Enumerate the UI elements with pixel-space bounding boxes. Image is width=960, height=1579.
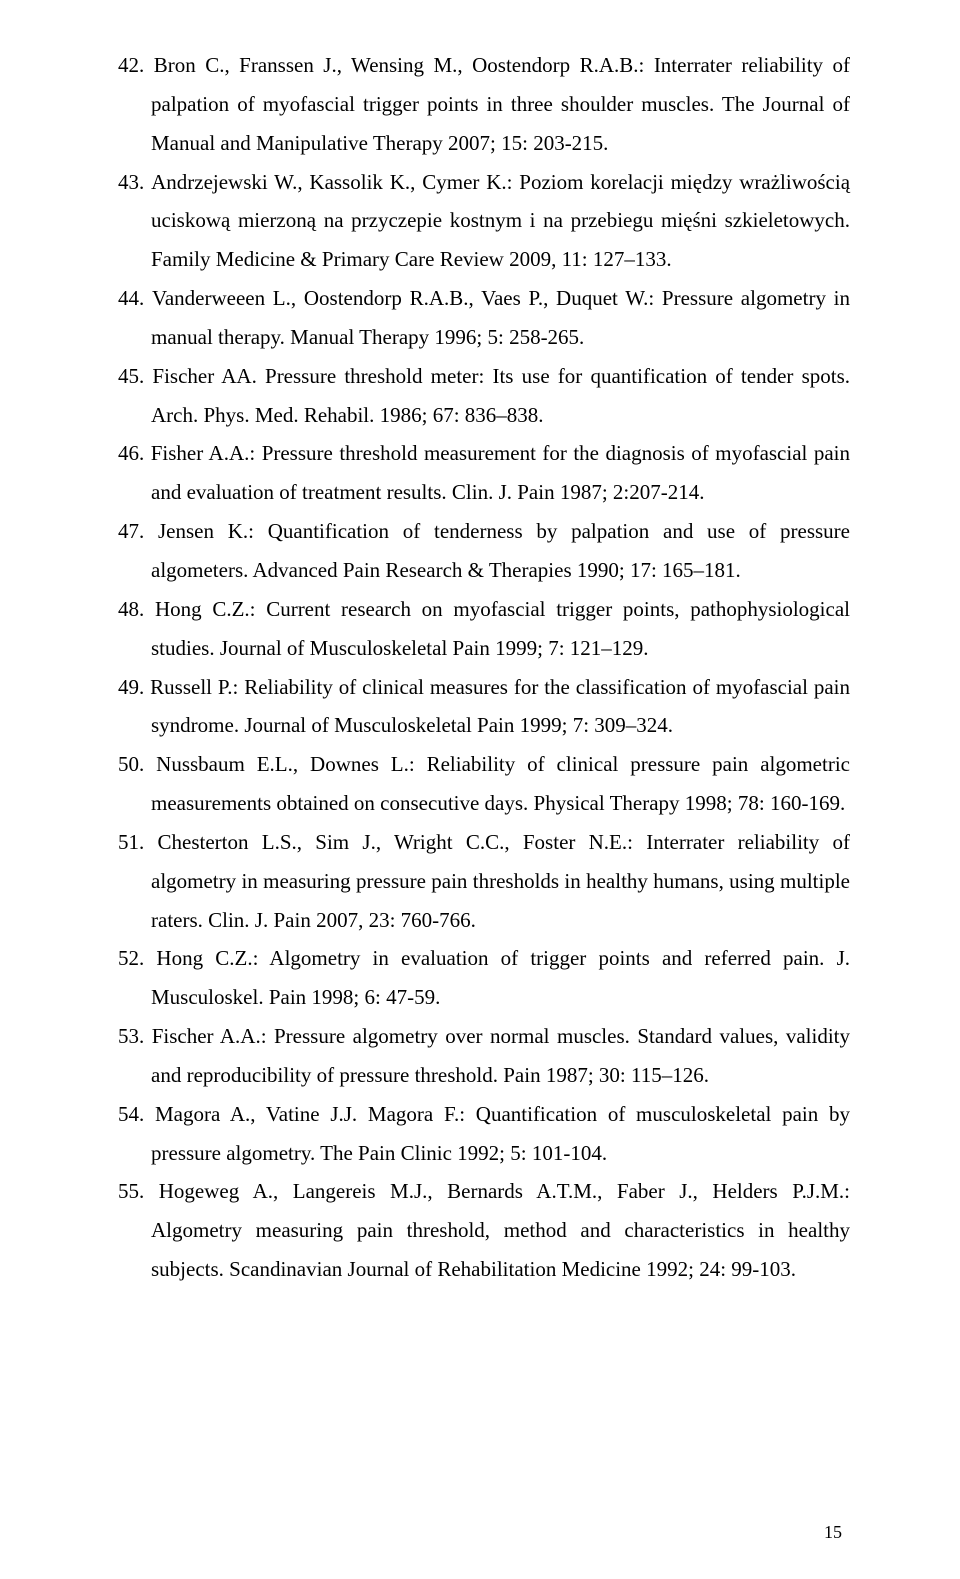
reference-item: 51. Chesterton L.S., Sim J., Wright C.C.… <box>118 823 850 940</box>
reference-item: 50. Nussbaum E.L., Downes L.: Reliabilit… <box>118 745 850 823</box>
reference-text: Fisher A.A.: Pressure threshold measurem… <box>151 441 850 504</box>
reference-item: 55. Hogeweg A., Langereis M.J., Bernards… <box>118 1172 850 1289</box>
reference-text: Nussbaum E.L., Downes L.: Reliability of… <box>151 752 850 815</box>
reference-number: 44 <box>118 286 139 310</box>
reference-number: 51 <box>118 830 139 854</box>
reference-text: Bron C., Franssen J., Wensing M., Oosten… <box>151 53 850 155</box>
reference-number: 48 <box>118 597 139 621</box>
reference-number: 43 <box>118 170 139 194</box>
reference-text: Hogeweg A., Langereis M.J., Bernards A.T… <box>151 1179 850 1281</box>
reference-text: Magora A., Vatine J.J. Magora F.: Quanti… <box>151 1102 850 1165</box>
reference-number: 53 <box>118 1024 139 1048</box>
reference-item: 45. Fischer AA. Pressure threshold meter… <box>118 357 850 435</box>
reference-number: 52 <box>118 946 139 970</box>
reference-text: Hong C.Z.: Current research on myofascia… <box>151 597 850 660</box>
reference-number: 47 <box>118 519 139 543</box>
reference-item: 49. Russell P.: Reliability of clinical … <box>118 668 850 746</box>
reference-number: 55 <box>118 1179 139 1203</box>
reference-item: 54. Magora A., Vatine J.J. Magora F.: Qu… <box>118 1095 850 1173</box>
reference-text: Hong C.Z.: Algometry in evaluation of tr… <box>151 946 850 1009</box>
reference-number: 45 <box>118 364 139 388</box>
reference-text: Chesterton L.S., Sim J., Wright C.C., Fo… <box>151 830 850 932</box>
reference-item: 43. Andrzejewski W., Kassolik K., Cymer … <box>118 163 850 280</box>
reference-item: 52. Hong C.Z.: Algometry in evaluation o… <box>118 939 850 1017</box>
reference-number: 50 <box>118 752 139 776</box>
reference-item: 46. Fisher A.A.: Pressure threshold meas… <box>118 434 850 512</box>
reference-text: Andrzejewski W., Kassolik K., Cymer K.: … <box>151 170 850 272</box>
reference-item: 44. Vanderweeen L., Oostendorp R.A.B., V… <box>118 279 850 357</box>
reference-text: Jensen K.: Quantification of tenderness … <box>151 519 850 582</box>
reference-item: 48. Hong C.Z.: Current research on myofa… <box>118 590 850 668</box>
reference-text: Vanderweeen L., Oostendorp R.A.B., Vaes … <box>151 286 850 349</box>
reference-number: 49 <box>118 675 139 699</box>
page-number: 15 <box>824 1516 842 1549</box>
reference-item: 53. Fischer A.A.: Pressure algometry ove… <box>118 1017 850 1095</box>
reference-item: 47. Jensen K.: Quantification of tendern… <box>118 512 850 590</box>
reference-text: Russell P.: Reliability of clinical meas… <box>150 675 850 738</box>
reference-list: 42. Bron C., Franssen J., Wensing M., Oo… <box>118 46 850 1289</box>
reference-item: 42. Bron C., Franssen J., Wensing M., Oo… <box>118 46 850 163</box>
reference-number: 46 <box>118 441 139 465</box>
reference-text: Fischer AA. Pressure threshold meter: It… <box>151 364 850 427</box>
reference-number: 54 <box>118 1102 139 1126</box>
document-page: 42. Bron C., Franssen J., Wensing M., Oo… <box>0 0 960 1579</box>
reference-number: 42 <box>118 53 139 77</box>
reference-text: Fischer A.A.: Pressure algometry over no… <box>151 1024 850 1087</box>
